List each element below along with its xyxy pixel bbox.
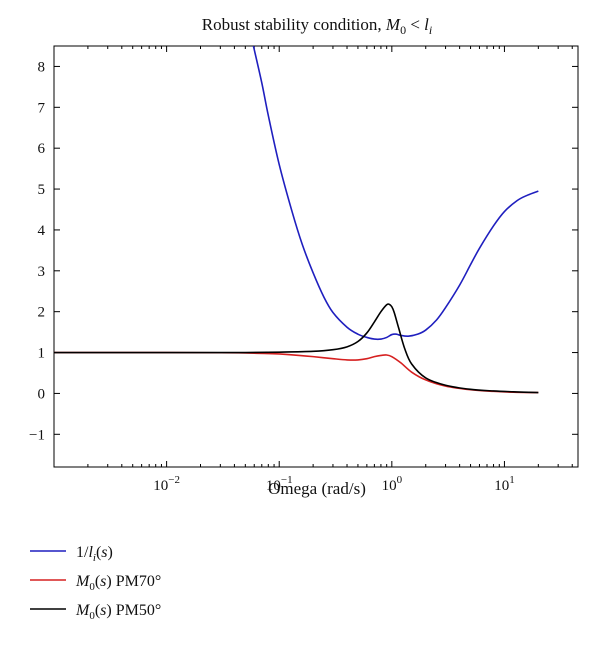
y-tick-label: 5 xyxy=(38,182,46,198)
legend-label: M0(s) PM50° xyxy=(75,602,161,622)
x-tick-label: 10−1 xyxy=(266,474,293,494)
x-axis-label: Omega (rad/s) xyxy=(268,479,366,498)
y-tick-label: 0 xyxy=(38,386,46,402)
x-tick-label: 100 xyxy=(382,474,403,494)
y-tick-label: 7 xyxy=(38,100,46,116)
x-tick-label: 101 xyxy=(494,474,515,494)
y-tick-label: 1 xyxy=(38,346,46,362)
series-line-1 xyxy=(252,46,539,341)
x-axis: 10−2 10−1 100 101 xyxy=(53,46,573,494)
legend-label: M0(s) PM70° xyxy=(75,573,161,593)
y-axis: −1 0 1 2 3 4 5 6 7 8 xyxy=(29,59,578,443)
y-tick-label: 8 xyxy=(38,59,46,75)
series-line-2 xyxy=(54,351,539,394)
plot-frame xyxy=(53,45,579,468)
series-layer xyxy=(54,46,539,394)
y-tick-label: 6 xyxy=(38,141,46,157)
chart-title: Robust stability condition, M0 < li xyxy=(202,15,433,37)
y-tick-label: −1 xyxy=(29,427,45,443)
y-tick-label: 4 xyxy=(38,223,46,239)
series-line-3 xyxy=(54,303,539,394)
x-tick-label: 10−2 xyxy=(153,474,180,494)
y-tick-label: 3 xyxy=(38,264,46,280)
legend-label: 1/li(s) xyxy=(76,544,113,564)
y-tick-label: 2 xyxy=(38,305,46,321)
legend: 1/li(s) M0(s) PM70° M0(s) PM50° xyxy=(30,544,161,622)
